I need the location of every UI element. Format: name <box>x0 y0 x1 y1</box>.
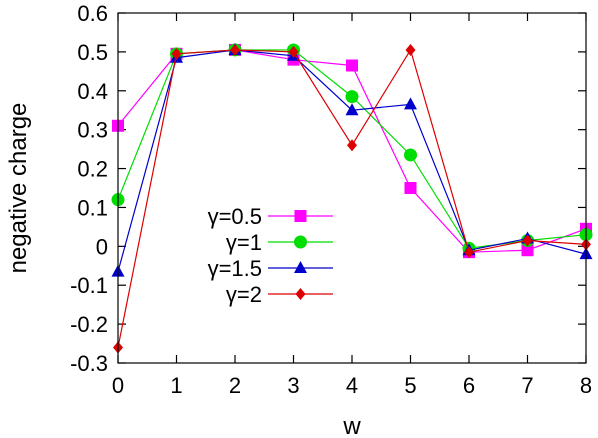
legend-label: γ=2 <box>226 282 262 307</box>
y-tick-label: 0.5 <box>77 40 108 65</box>
legend: γ=0.5γ=1γ=1.5γ=2 <box>208 204 333 307</box>
y-tick-label: 0 <box>96 234 108 259</box>
data-point <box>345 90 359 104</box>
x-axis-title: w <box>342 413 361 438</box>
y-tick-label: 0.6 <box>77 1 108 26</box>
series-line <box>117 49 587 272</box>
data-point <box>345 103 359 116</box>
legend-marker <box>294 235 307 249</box>
data-point <box>404 97 417 110</box>
y-tick-label: -0.2 <box>70 312 108 337</box>
x-tick-label: 1 <box>170 373 182 398</box>
legend-marker <box>295 288 306 300</box>
data-point <box>288 45 299 58</box>
legend-item: γ=1.5 <box>208 256 333 281</box>
plot-frame <box>117 12 587 364</box>
data-point <box>522 234 533 247</box>
data-point <box>347 139 357 152</box>
legend-label: γ=1.5 <box>208 256 262 281</box>
legend-label: γ=0.5 <box>208 204 262 229</box>
x-tick-label: 7 <box>521 373 533 398</box>
x-tick-label: 4 <box>346 373 358 398</box>
legend-marker <box>294 261 307 273</box>
x-tick-label: 0 <box>112 373 124 398</box>
x-tick-label: 2 <box>229 373 241 398</box>
x-tick-label: 8 <box>580 373 592 398</box>
legend-marker <box>294 210 307 222</box>
series-layer <box>111 42 593 354</box>
data-point <box>171 47 182 60</box>
y-tick-label: 0.2 <box>77 157 108 182</box>
y-tick-label: -0.3 <box>70 351 108 376</box>
series-4 <box>113 43 591 354</box>
legend-label: γ=1 <box>226 230 262 255</box>
data-point <box>405 43 416 56</box>
y-tick-label: -0.1 <box>70 273 108 298</box>
y-tick-label: 0.1 <box>77 195 108 220</box>
y-tick-label: 0.3 <box>77 118 108 143</box>
x-tick-label: 3 <box>287 373 299 398</box>
legend-item: γ=1 <box>226 230 333 255</box>
legend-item: γ=0.5 <box>208 204 333 229</box>
data-point <box>464 246 474 259</box>
data-point <box>521 244 534 257</box>
data-point <box>230 43 240 56</box>
axis-ticks: -0.3 -0.2 -0.1 0 0.1 0.2 0.3 0.4 0.5 0.6 0 1 2 3 4 5 6 7 8 <box>70 1 592 398</box>
data-point <box>404 182 417 194</box>
legend-item: γ=2 <box>226 282 333 307</box>
x-tick-label: 6 <box>463 373 475 398</box>
data-point <box>404 148 417 162</box>
y-tick-label: 0.4 <box>77 79 108 104</box>
x-tick-label: 5 <box>404 373 416 398</box>
y-axis-title: negative charge <box>5 103 32 274</box>
data-point <box>346 59 358 72</box>
